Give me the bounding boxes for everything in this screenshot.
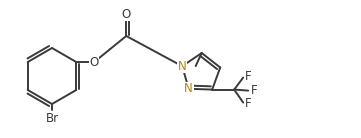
Text: O: O bbox=[122, 7, 131, 21]
Text: O: O bbox=[90, 55, 99, 68]
Text: F: F bbox=[251, 84, 257, 97]
Text: F: F bbox=[245, 70, 252, 83]
Text: N: N bbox=[184, 82, 193, 95]
Text: N: N bbox=[178, 60, 187, 73]
Text: F: F bbox=[245, 97, 252, 110]
Text: Br: Br bbox=[45, 112, 58, 125]
